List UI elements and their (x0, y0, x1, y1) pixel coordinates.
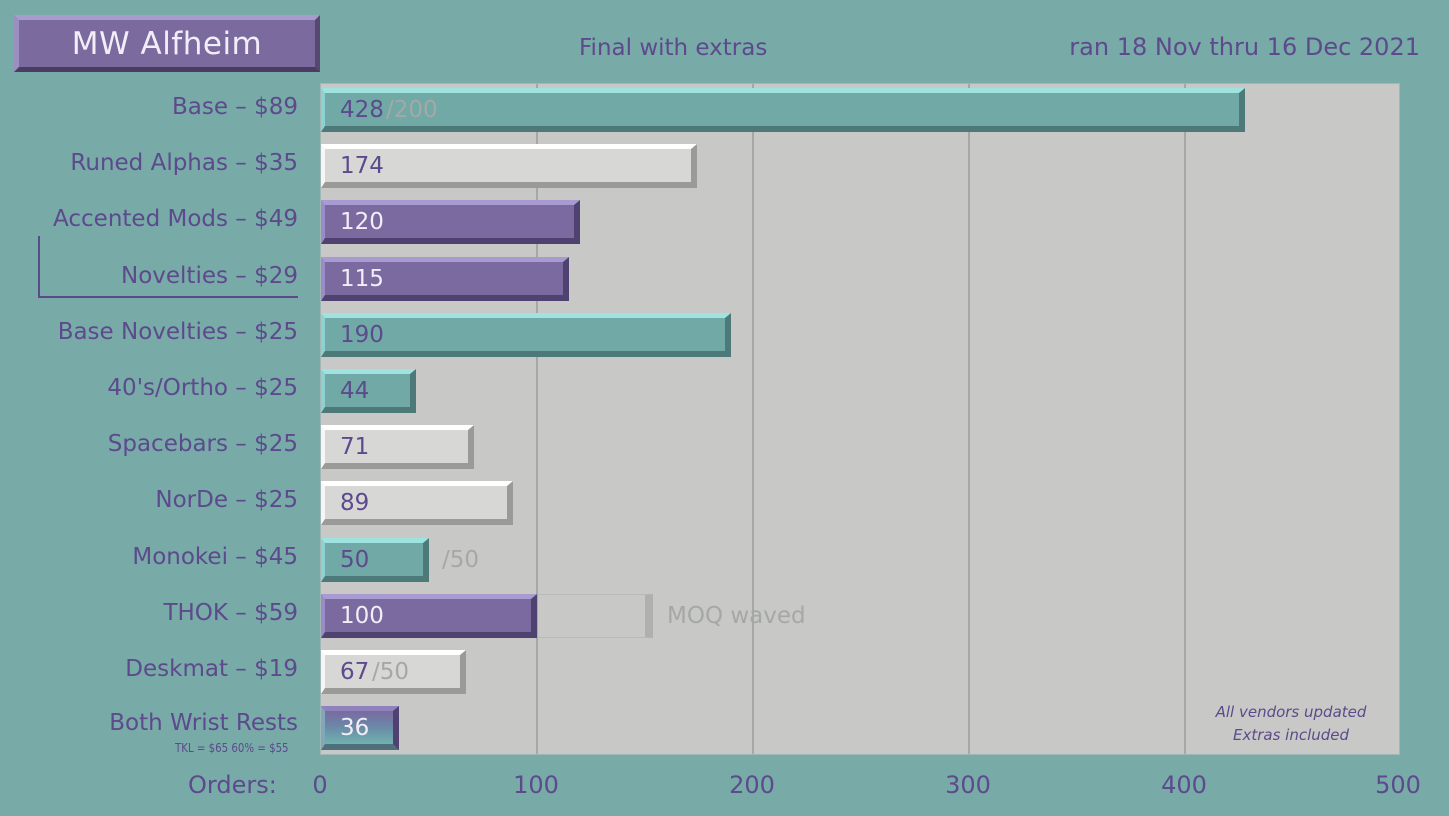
bar (321, 593, 537, 638)
bar-value-label: 89 (340, 490, 370, 517)
moq-label: MOQ waved (667, 602, 806, 629)
title-box: MW Alfheim (14, 15, 320, 72)
category-label: Both Wrist Rests (109, 710, 298, 737)
bar-value-label: 100 (340, 602, 384, 629)
date-range: ran 18 Nov thru 16 Dec 2021 (1069, 33, 1420, 61)
bar-value-label: 44 (340, 378, 370, 404)
gridline (968, 84, 970, 754)
bar-value-label: 174 (340, 153, 384, 180)
bar-value-label: 428 (340, 97, 384, 123)
category-label: THOK – $59 (163, 599, 298, 626)
moq-label: /200 (386, 97, 438, 123)
category-label: Novelties – $29 (121, 262, 298, 289)
vendor-note-line: Extras included (1232, 726, 1350, 744)
bar-value-label: 115 (340, 265, 384, 292)
category-label: Monokei – $45 (132, 543, 298, 570)
bar-value-label: 36 (340, 715, 370, 742)
bar (321, 706, 399, 751)
x-tick-label: 500 (1375, 771, 1421, 799)
gridline (752, 84, 754, 754)
chart-title: MW Alfheim (71, 25, 263, 62)
bar-value-label: 120 (340, 209, 384, 236)
bar-value-label: 71 (340, 434, 370, 461)
plot-area: All vendors updated Extras included 428/… (320, 83, 1400, 755)
bar (321, 88, 1246, 132)
bar (321, 481, 514, 526)
x-tick-label: 200 (729, 771, 775, 799)
bar-value-label: 190 (340, 321, 384, 348)
bar (321, 256, 570, 301)
bar (321, 200, 581, 245)
x-tick-label: 400 (1161, 771, 1207, 799)
moq-label: /50 (442, 546, 480, 573)
category-label: Base – $89 (171, 94, 298, 120)
moq-bar (537, 593, 653, 638)
wrist-rest-price-note: TKL = $65 60% = $55 (175, 741, 289, 755)
moq-label: /50 (372, 659, 410, 685)
vendor-note-line: All vendors updated (1215, 703, 1367, 721)
x-tick-label: 100 (513, 771, 559, 799)
x-tick-label: 300 (945, 771, 991, 799)
category-label: 40's/Ortho – $25 (107, 375, 298, 401)
category-label: Deskmat – $19 (125, 656, 298, 682)
bar (321, 425, 475, 470)
bar-value-label: 67 (340, 659, 370, 685)
category-label: Spacebars – $25 (107, 431, 298, 458)
category-label: NorDe – $25 (155, 487, 298, 514)
bar (321, 650, 466, 694)
chart-subtitle: Final with extras (579, 35, 768, 61)
bar-value-label: 50 (340, 546, 370, 573)
category-label: Runed Alphas – $35 (70, 150, 298, 177)
category-label: Accented Mods – $49 (53, 206, 298, 233)
category-label: Base Novelties – $25 (57, 318, 298, 345)
gridline (1184, 84, 1186, 754)
gridline (536, 84, 538, 754)
bar (321, 312, 732, 357)
bar (321, 144, 697, 189)
x-axis-label: Orders: (188, 771, 277, 799)
vendor-note: All vendors updated Extras included (1211, 701, 1371, 747)
x-tick-label: 0 (312, 771, 328, 799)
bar (321, 369, 417, 413)
group-bracket (38, 236, 298, 298)
bar (321, 537, 429, 582)
